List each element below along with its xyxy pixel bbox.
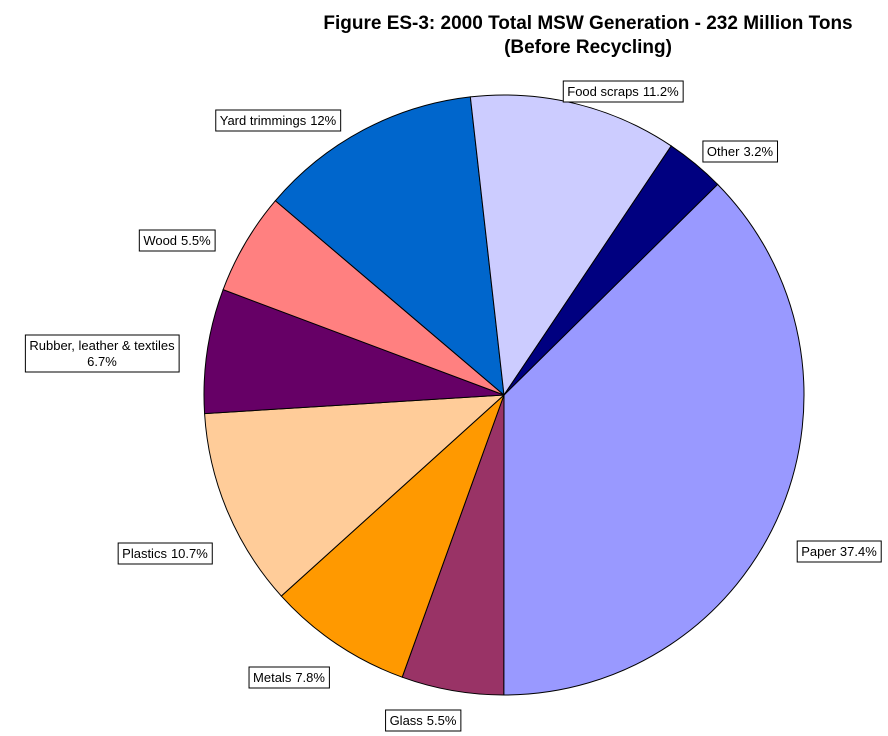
category-label: Paper bbox=[801, 544, 836, 559]
category-label: Metals bbox=[253, 670, 292, 685]
data-label: Glass 5.5% bbox=[385, 709, 462, 732]
value-label: 10.7% bbox=[171, 546, 208, 561]
label-box bbox=[24, 334, 180, 373]
label-box bbox=[796, 540, 882, 563]
pie-slice bbox=[503, 145, 719, 396]
category-label: Yard trimmings bbox=[220, 113, 307, 128]
pie-slice bbox=[274, 96, 505, 397]
category-label: Wood bbox=[143, 233, 177, 248]
pie-slice bbox=[203, 289, 505, 415]
label-box bbox=[702, 140, 779, 163]
label-text: Other 3.2% bbox=[707, 144, 774, 159]
label-text: Wood 5.5% bbox=[143, 233, 211, 248]
category-label: Rubber, leather & textiles bbox=[29, 338, 175, 353]
data-label: Other 3.2% bbox=[702, 140, 779, 163]
value-label: 11.2% bbox=[643, 84, 679, 99]
pie-slice bbox=[204, 394, 506, 597]
value-label: 7.8% bbox=[295, 670, 325, 685]
value-label: 3.2% bbox=[743, 144, 773, 159]
label-box bbox=[138, 229, 216, 252]
data-label: Wood 5.5% bbox=[138, 229, 216, 252]
data-label: Yard trimmings 12% bbox=[215, 109, 342, 132]
label-text: Yard trimmings 12% bbox=[220, 113, 337, 128]
label-text: Paper 37.4% bbox=[801, 544, 877, 559]
value-label: 37.4% bbox=[840, 544, 877, 559]
category-label: Food scraps bbox=[567, 84, 639, 99]
value-label: 6.7% bbox=[87, 354, 117, 369]
data-label: Rubber, leather & textiles 6.7% bbox=[24, 334, 180, 373]
label-text: Metals 7.8% bbox=[253, 670, 325, 685]
pie-slice bbox=[469, 94, 672, 397]
label-text: Plastics 10.7% bbox=[122, 546, 208, 561]
label-box bbox=[385, 709, 462, 732]
chart-subtitle: (Before Recycling) bbox=[504, 37, 672, 58]
value-label: 5.5% bbox=[427, 713, 457, 728]
category-label: Glass bbox=[390, 713, 424, 728]
label-text: Rubber, leather & textiles 6.7% bbox=[29, 338, 175, 369]
data-label: Food scraps 11.2% bbox=[562, 80, 684, 103]
value-label: 12% bbox=[310, 113, 336, 128]
label-box bbox=[215, 109, 342, 132]
data-label: Metals 7.8% bbox=[248, 666, 330, 689]
data-label: Plastics 10.7% bbox=[117, 542, 213, 565]
label-text: Food scraps 11.2% bbox=[567, 84, 679, 99]
data-label: Paper 37.4% bbox=[796, 540, 882, 563]
label-box bbox=[117, 542, 213, 565]
pie-slice bbox=[280, 394, 505, 678]
pie-slice bbox=[503, 183, 805, 696]
category-label: Plastics bbox=[122, 546, 167, 561]
label-text: Glass 5.5% bbox=[390, 713, 457, 728]
value-label: 5.5% bbox=[181, 233, 211, 248]
label-box bbox=[562, 80, 684, 103]
chart-title: Figure ES-3: 2000 Total MSW Generation -… bbox=[323, 13, 852, 34]
label-box bbox=[248, 666, 330, 689]
category-label: Other bbox=[707, 144, 740, 159]
